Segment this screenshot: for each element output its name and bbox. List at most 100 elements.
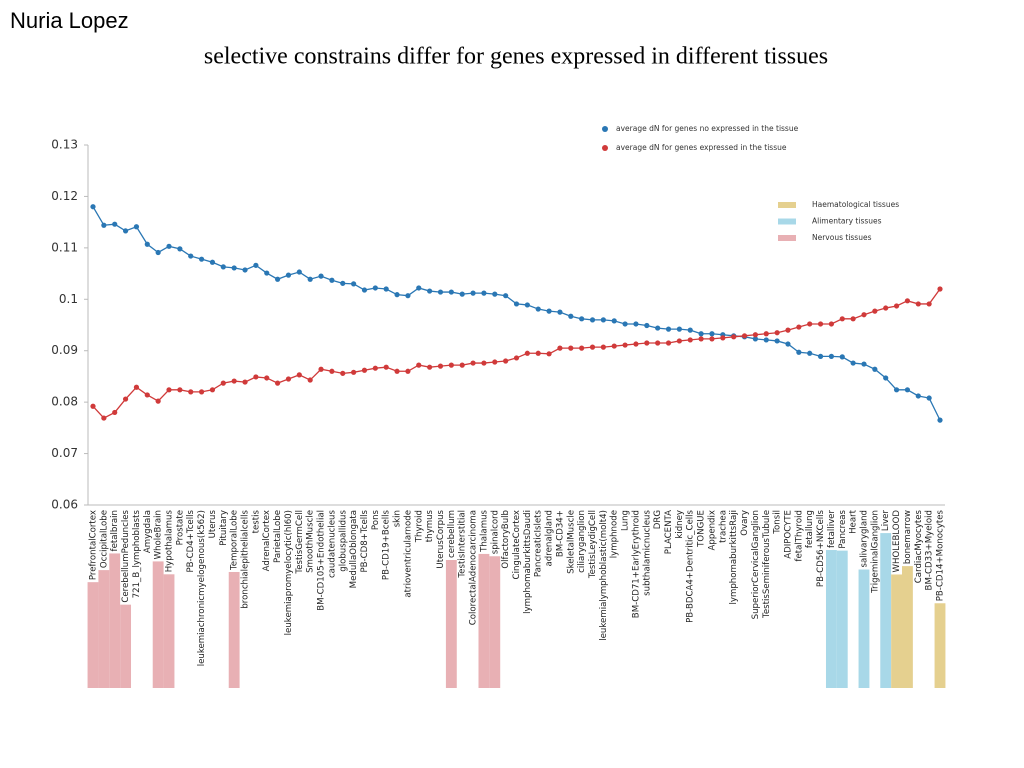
data-point [361, 287, 368, 293]
x-tick-label: bonemarrow [903, 510, 913, 564]
data-point [448, 362, 454, 368]
data-point [112, 221, 118, 227]
data-point [861, 312, 867, 318]
data-point [242, 267, 248, 273]
data-point [741, 333, 748, 339]
data-point [459, 362, 465, 368]
x-tick-label: WHOLEBLOOD [892, 510, 902, 573]
x-tick-label: TrigeminalGanglion [870, 510, 880, 594]
data-point [752, 336, 758, 342]
legend-swatch [778, 218, 796, 225]
data-point [90, 403, 96, 409]
data-point [133, 224, 140, 230]
data-point [405, 293, 411, 299]
data-point [492, 359, 498, 365]
x-tick-label: UterusCorpus [436, 509, 446, 568]
data-point [665, 340, 672, 346]
data-point [231, 378, 237, 384]
x-tick-label: Pons [371, 509, 381, 530]
legend-label: Haematological tissues [812, 200, 899, 209]
legend-label: Alimentary tissues [812, 217, 882, 226]
data-point [383, 286, 389, 292]
data-point [275, 276, 281, 282]
author: Nuria Lopez [10, 8, 129, 33]
data-point [828, 321, 835, 327]
data-point [90, 204, 96, 210]
data-point [709, 331, 715, 337]
plot-layer: 0.06 0.07 0.08 0.09 0.1 0.11 0.12 0.13 Prefronta… [51, 124, 945, 666]
data-point [318, 273, 324, 279]
data-point [644, 322, 650, 329]
data-point [655, 340, 661, 346]
tissue-band [934, 603, 946, 688]
legend-marker [602, 126, 608, 132]
legend-swatch [778, 235, 796, 241]
data-point [503, 293, 509, 299]
data-point [709, 336, 715, 342]
x-tick-label: salivarygland [859, 510, 869, 568]
data-point [264, 270, 270, 276]
x-tick-label: BM-CD71+EarlyErythroid [631, 510, 641, 618]
data-point [524, 350, 530, 356]
data-point [242, 379, 248, 385]
data-point [633, 341, 639, 347]
data-point [209, 387, 216, 393]
data-point [546, 308, 552, 314]
data-point [340, 370, 346, 376]
x-tick-label: PB-CD19+Bcells [382, 509, 392, 580]
data-point [687, 337, 693, 343]
data-point [329, 277, 335, 283]
data-point [209, 259, 216, 265]
legend-label: Nervous tissues [812, 233, 872, 242]
x-tick-label: BM-CD105+Endothelial [317, 510, 327, 611]
data-point [568, 345, 574, 351]
x-tick-label: Thalamus [479, 509, 489, 552]
data-point [198, 256, 205, 262]
x-tick-label: ParietalLobe [273, 510, 283, 563]
data-point [687, 327, 693, 333]
x-tick-label: TemporalLobe [230, 510, 240, 571]
data-point [589, 317, 596, 323]
x-tick-label: fetalThyroid [794, 510, 804, 562]
data-point [611, 318, 617, 324]
x-tick-label: atrioventricularnode [403, 510, 413, 598]
x-tick-label: PB-BDCA4+Dentritic_Cells [686, 509, 696, 622]
x-tick-label: TestisGermCell [295, 510, 305, 575]
x-tick-label: Heart [849, 509, 859, 534]
data-point [329, 368, 335, 374]
tissue-band [445, 559, 457, 688]
y-tick-label: 0.08 [51, 395, 78, 409]
y-tick-label: 0.11 [51, 240, 78, 254]
x-tick-label: PB-CD4+Tcells [186, 509, 196, 572]
data-point [188, 253, 194, 259]
x-tick-label: lymphomaburkittsRaji [729, 510, 739, 604]
tissue-band [478, 553, 490, 688]
x-tick-label: bronchialepithelialcells [241, 509, 251, 608]
tissue-band [152, 561, 164, 688]
data-point [503, 358, 509, 364]
x-tick-label: leukemiachronicmyelogenous(k562) [197, 510, 207, 666]
data-point [883, 305, 889, 311]
data-point [394, 292, 400, 298]
data-point [796, 324, 802, 330]
data-point [481, 290, 487, 296]
data-point [101, 222, 107, 228]
x-tick-label: DRG [653, 510, 663, 529]
data-point [774, 330, 780, 336]
x-tick-label: cerebellum [447, 510, 457, 558]
data-point [188, 389, 194, 395]
data-point [351, 281, 357, 287]
x-tick-label: caudatenucleus [327, 509, 337, 578]
tissue-band [836, 550, 848, 688]
data-point [926, 301, 932, 307]
tissue-band [901, 566, 913, 688]
x-tick-label: fetalbrain [110, 510, 120, 551]
x-tick-label: Amygdala [143, 510, 153, 553]
data-point [133, 384, 140, 390]
data-point [296, 269, 302, 275]
data-point [926, 395, 932, 401]
data-point [307, 276, 313, 282]
legend-swatch [778, 202, 796, 208]
data-point [655, 325, 661, 331]
x-tick-label: Ovary [740, 510, 750, 536]
